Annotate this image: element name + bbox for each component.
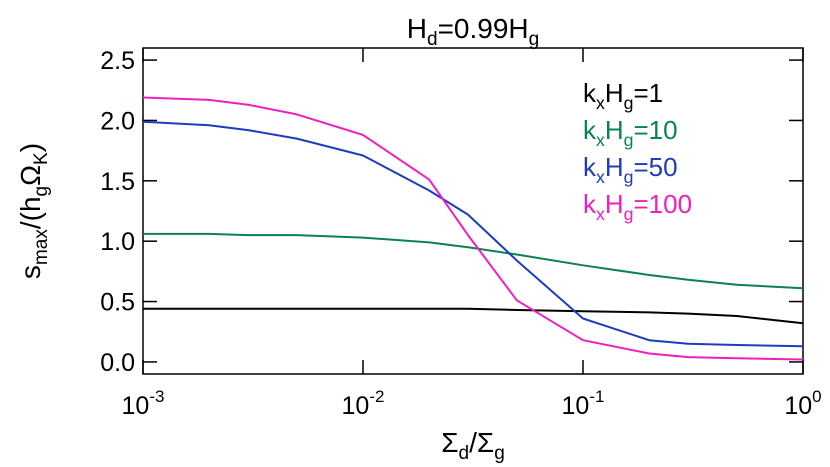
legend-label-part: k [583, 115, 597, 145]
x-tick-base: 10 [122, 392, 150, 420]
y-axis-label-part: max [31, 229, 52, 265]
chart-title-part: d [427, 29, 438, 50]
y-axis-label-part: /(h [15, 196, 46, 229]
x-axis-label-part: g [494, 443, 505, 464]
y-axis-label-part: s [15, 265, 46, 279]
legend-label-part: x [596, 204, 605, 224]
legend-label-part: g [624, 130, 634, 150]
y-axis-label-part: ) [15, 143, 46, 152]
x-axis-label-part: d [459, 443, 470, 464]
legend-label-part: g [624, 93, 634, 113]
legend-label-part: k [583, 152, 597, 182]
x-tick-label: 100 [784, 387, 821, 420]
y-tick-label: 2.0 [100, 107, 135, 135]
legend-label: kxHg=1 [583, 78, 663, 113]
chart-title-part: g [529, 29, 540, 50]
series-line [142, 96, 804, 361]
y-axis-label-part: Ω [15, 165, 46, 186]
legend-label: kxHg=100 [583, 189, 692, 224]
x-axis-label-part: /Σ [469, 427, 494, 458]
x-tick-exp: 0 [812, 387, 821, 406]
y-axis-label: smax/(hgΩK) [15, 143, 52, 279]
legend-label-part: k [583, 78, 597, 108]
chart-title-part: =0.99H [438, 13, 529, 44]
legend-label-part: x [596, 167, 605, 187]
y-axis-label-part: K [31, 152, 52, 165]
x-tick-label: 10-2 [342, 387, 385, 420]
legend-label-part: H [605, 189, 624, 219]
y-axis-label-part: g [31, 186, 52, 197]
series-line [143, 307, 804, 325]
legend-label-part: =50 [633, 152, 677, 182]
y-tick-label: 0.0 [100, 349, 135, 377]
legend-label-part: H [605, 115, 624, 145]
x-tick-exp: -2 [369, 387, 384, 406]
legend-label-part: g [624, 167, 634, 187]
x-tick-exp: -3 [149, 387, 164, 406]
legend-label: kxHg=10 [583, 115, 678, 150]
y-tick-label: 1.0 [100, 228, 135, 256]
legend-label-part: H [605, 78, 624, 108]
legend-label-part: g [624, 204, 634, 224]
x-tick-base: 10 [784, 392, 812, 420]
legend-label: kxHg=50 [583, 152, 678, 187]
x-tick-label: 10-3 [122, 387, 165, 420]
legend-label-part: =10 [633, 115, 677, 145]
legend-label-part: x [596, 130, 605, 150]
x-axis-label: Σd/Σg [441, 427, 505, 464]
plot-frame [142, 47, 804, 375]
y-tick-label: 2.5 [100, 47, 135, 75]
chart-title-part: H [407, 13, 427, 44]
legend-label-part: k [583, 189, 597, 219]
legend-label-part: =1 [633, 78, 663, 108]
x-tick-label: 10-1 [562, 387, 605, 420]
legend-label-part: x [596, 93, 605, 113]
x-tick-base: 10 [342, 392, 370, 420]
x-tick-base: 10 [562, 392, 590, 420]
chart-title: Hd=0.99Hg [407, 13, 540, 50]
y-tick-label: 0.5 [100, 289, 135, 317]
series-line [143, 232, 804, 290]
x-axis-label-part: Σ [441, 427, 458, 458]
legend-label-part: =100 [633, 189, 692, 219]
y-tick-label: 1.5 [100, 168, 135, 196]
legend-label-part: H [605, 152, 624, 182]
series-line [142, 120, 804, 348]
x-tick-exp: -1 [589, 387, 604, 406]
